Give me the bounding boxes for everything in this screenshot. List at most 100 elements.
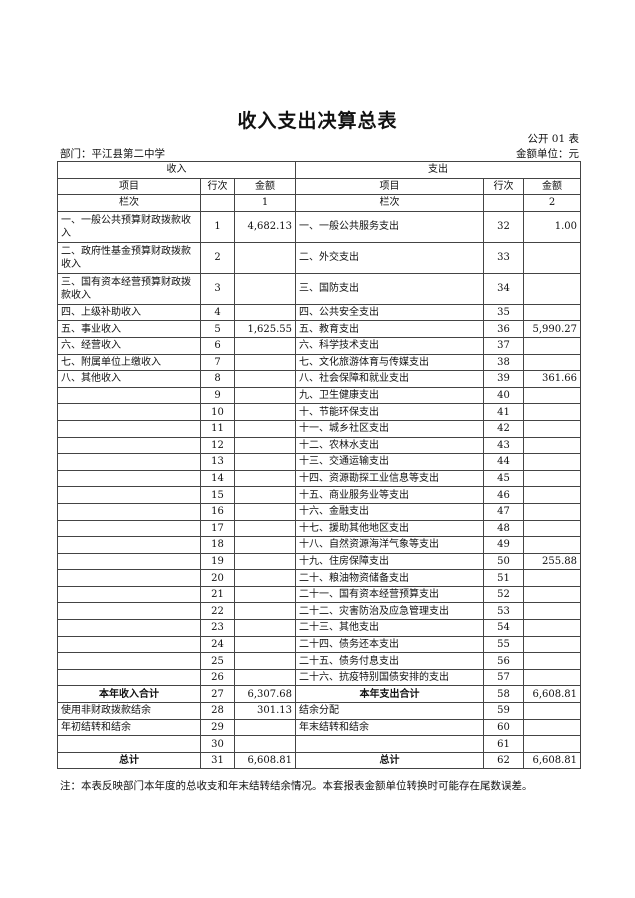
income-amount-cell: [234, 486, 296, 504]
expense-amount-cell: 5,990.27: [523, 320, 581, 338]
income-row-number-cell: 24: [200, 635, 235, 654]
expense-rowno-header: 行次: [483, 177, 524, 196]
expense-item-cell: 十、节能环保支出: [295, 403, 484, 421]
expense-amount-header: 金额: [523, 177, 581, 196]
income-item-cell: [57, 536, 201, 554]
table-row: 25 二十五、债务付息支出 56: [57, 652, 581, 670]
income-item-cell: [57, 386, 201, 405]
expense-amount-cell: [523, 585, 581, 604]
expense-item-cell: 二十五、债务付息支出: [295, 652, 484, 670]
income-row-number-cell: 1: [200, 210, 235, 243]
expense-amount-cell: [523, 718, 581, 737]
income-col-index: 1: [234, 194, 296, 212]
income-amount-cell: [234, 386, 296, 405]
income-row-number-cell: 28: [200, 702, 235, 720]
income-item-cell: [57, 652, 201, 670]
expense-item-cell: 本年支出合计: [295, 685, 484, 704]
income-amount-cell: [234, 403, 296, 421]
income-item-cell: 使用非财政拨款结余: [57, 702, 201, 720]
expense-row-number-cell: 40: [483, 386, 524, 405]
expense-amount-cell: [523, 635, 581, 654]
income-item-cell: 年初结转和结余: [57, 718, 201, 737]
expense-row-number-cell: 52: [483, 585, 524, 604]
income-item-cell: 一、一般公共预算财政拨款收入: [57, 210, 201, 243]
income-item-cell: [57, 502, 201, 521]
expense-item-cell: 二十四、债务还本支出: [295, 635, 484, 654]
income-amount-cell: [234, 619, 296, 637]
table-row: 15 十五、商业服务业等支出 46: [57, 486, 581, 504]
table-row: 21 二十一、国有资本经营预算支出 52: [57, 585, 581, 604]
income-amount-cell: [234, 436, 296, 455]
income-row-number-cell: 15: [200, 486, 235, 504]
income-row-number-cell: 8: [200, 370, 235, 388]
table-row: 八、其他收入 8 八、社会保障和就业支出 39 361.66: [57, 370, 581, 388]
footnote: 注：本表反映部门本年度的总收支和年末结转结余情况。本套报表金额单位转换时可能存在…: [60, 780, 533, 792]
income-amount-cell: [234, 602, 296, 621]
table-row: 24 二十四、债务还本支出 55: [57, 635, 581, 654]
income-item-cell: [57, 619, 201, 637]
income-amount-cell: [234, 569, 296, 587]
income-item-cell: 五、事业收入: [57, 320, 201, 338]
expense-amount-cell: [523, 469, 581, 488]
expense-row-number-cell: 59: [483, 702, 524, 720]
income-item-cell: 四、上级补助收入: [57, 303, 201, 322]
expense-amount-cell: [523, 602, 581, 621]
expense-item-cell: 一、一般公共服务支出: [295, 210, 484, 243]
income-amount-cell: [234, 453, 296, 471]
expense-item-cell: 八、社会保障和就业支出: [295, 370, 484, 388]
expense-item-cell: 二十三、其他支出: [295, 619, 484, 637]
income-item-cell: 七、附属单位上缴收入: [57, 353, 201, 372]
expense-item-cell: 十八、自然资源海洋气象等支出: [295, 536, 484, 554]
income-amount-cell: [234, 502, 296, 521]
income-amount-cell: [234, 272, 296, 305]
income-item-cell: [57, 403, 201, 421]
income-item-cell: [57, 668, 201, 687]
empty-cell: [483, 194, 524, 212]
income-item-cell: 二、政府性基金预算财政拨款收入: [57, 241, 201, 274]
income-amount-cell: 301.13: [234, 702, 296, 720]
expense-item-cell: 二、外交支出: [295, 241, 484, 274]
income-row-number-cell: 17: [200, 519, 235, 538]
expense-item-cell: 二十二、灾害防治及应急管理支出: [295, 602, 484, 621]
table-row: 17 十七、援助其他地区支出 48: [57, 519, 581, 538]
income-row-number-cell: 10: [200, 403, 235, 421]
expense-row-number-cell: 36: [483, 320, 524, 338]
expense-amount-cell: [523, 735, 581, 753]
income-item-cell: [57, 569, 201, 587]
table-row: 四、上级补助收入 4 四、公共安全支出 35: [57, 303, 581, 322]
table-row: 一、一般公共预算财政拨款收入 1 4,682.13 一、一般公共服务支出 32 1.00: [57, 210, 581, 243]
income-amount-cell: 4,682.13: [234, 210, 296, 243]
table-row: 26 二十六、抗疫特别国债安排的支出 57: [57, 668, 581, 687]
income-amount-cell: 1,625.55: [234, 320, 296, 338]
expense-item-cell: 二十一、国有资本经营预算支出: [295, 585, 484, 604]
table-row: 13 十三、交通运输支出 44: [57, 453, 581, 471]
table-row: 七、附属单位上缴收入 7 七、文化旅游体育与传媒支出 38: [57, 353, 581, 372]
table-row: 14 十四、资源勘探工业信息等支出 45: [57, 469, 581, 488]
expense-row-number-cell: 43: [483, 436, 524, 455]
income-row-number-cell: 21: [200, 585, 235, 604]
expense-item-cell: 四、公共安全支出: [295, 303, 484, 322]
expense-item-cell: 总计: [295, 751, 484, 770]
expense-item-cell: 二十六、抗疫特别国债安排的支出: [295, 668, 484, 687]
expense-amount-cell: 361.66: [523, 370, 581, 388]
income-row-number-cell: 12: [200, 436, 235, 455]
income-row-number-cell: 25: [200, 652, 235, 670]
expense-amount-cell: [523, 652, 581, 670]
expense-amount-cell: 255.88: [523, 552, 581, 571]
table-row: 10 十、节能环保支出 41: [57, 403, 581, 421]
expense-section-header: 支出: [295, 161, 581, 179]
unit-label: 金额单位：元: [516, 148, 579, 160]
income-rowno-header: 行次: [200, 177, 235, 196]
expense-item-cell: 十二、农林水支出: [295, 436, 484, 455]
table-row: 30 61: [57, 735, 581, 753]
expense-row-number-cell: 32: [483, 210, 524, 243]
table-row: 9 九、卫生健康支出 40: [57, 386, 581, 405]
income-item-cell: [57, 602, 201, 621]
income-row-number-cell: 11: [200, 419, 235, 438]
table-row: 五、事业收入 5 1,625.55 五、教育支出 36 5,990.27: [57, 320, 581, 338]
table-row: 23 二十三、其他支出 54: [57, 619, 581, 637]
column-index-row: 栏次 1 栏次 2: [57, 194, 581, 212]
expense-item-cell: 十五、商业服务业等支出: [295, 486, 484, 504]
income-item-cell: [57, 419, 201, 438]
expense-row-number-cell: 57: [483, 668, 524, 687]
